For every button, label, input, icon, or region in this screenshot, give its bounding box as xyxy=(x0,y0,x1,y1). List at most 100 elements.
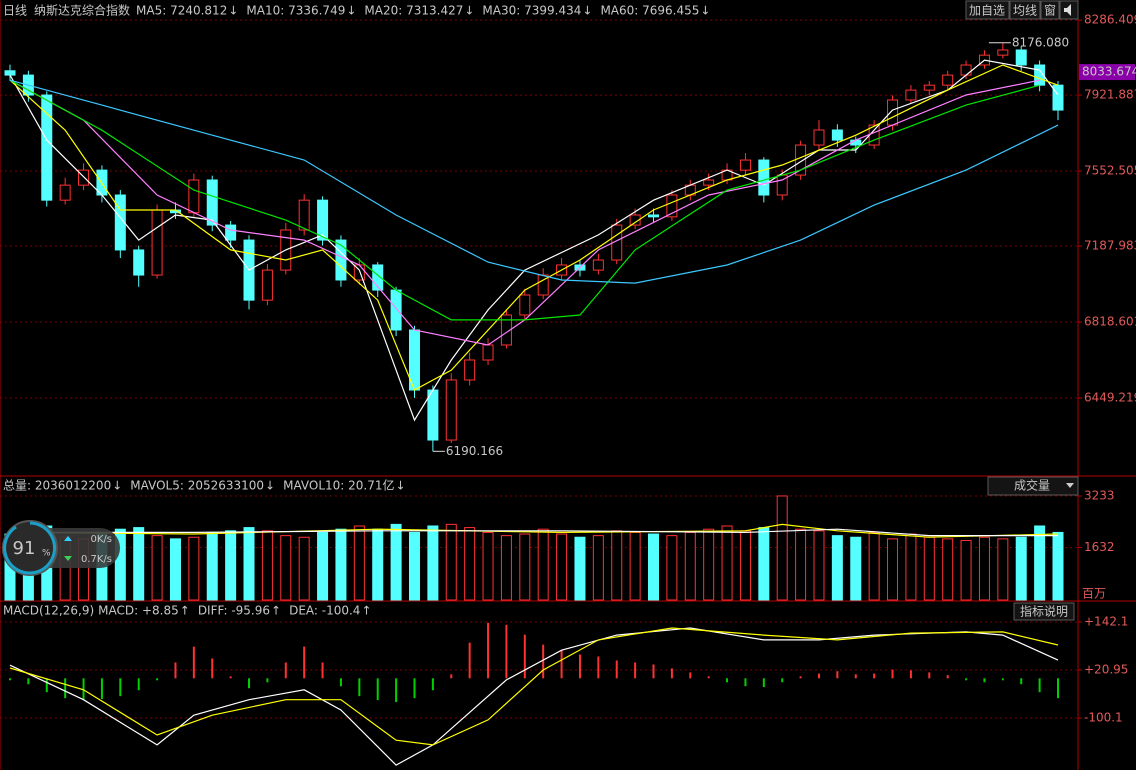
y-tick-label: -100.1 xyxy=(1084,710,1123,724)
button-label[interactable]: 均线 xyxy=(1013,4,1037,18)
download-speed: 0.7K/s xyxy=(81,554,112,565)
volume-bar xyxy=(390,523,402,601)
dropdown[interactable] xyxy=(987,476,1079,496)
candle-body xyxy=(464,359,476,381)
candle-body xyxy=(78,169,90,186)
legend-arrow: ↓ xyxy=(396,479,406,493)
volume-bar xyxy=(519,533,531,601)
widget-percent: 91 xyxy=(13,538,36,559)
low-annotation: 6190.166 xyxy=(446,444,503,458)
mavol-line xyxy=(10,528,1058,537)
candle-body xyxy=(960,64,972,76)
volume-bar xyxy=(648,533,660,601)
volume-bar xyxy=(1052,531,1064,601)
candle-body xyxy=(831,129,843,141)
candle-body xyxy=(739,159,751,171)
button[interactable] xyxy=(1009,0,1041,20)
volume-bar xyxy=(243,527,255,601)
volume-bar xyxy=(813,530,825,601)
index-name: 纳斯达克综合指数 xyxy=(34,3,130,18)
legend-arrow: ↓ xyxy=(265,479,275,493)
button-label[interactable]: 加自选 xyxy=(969,4,1005,18)
ma-line xyxy=(9,59,1059,422)
volume-bar xyxy=(317,531,329,601)
volume-bar xyxy=(721,525,733,601)
candle-body xyxy=(206,179,218,226)
widget-ring xyxy=(3,521,57,575)
candle-body xyxy=(592,259,604,271)
dropdown-arrow xyxy=(1066,483,1074,488)
candle-body xyxy=(59,184,71,201)
volume-bar xyxy=(923,536,935,601)
button[interactable] xyxy=(1040,0,1060,20)
volume-bar xyxy=(776,495,788,601)
legend-arrow: ↑ xyxy=(361,604,371,618)
sound-icon xyxy=(1064,4,1071,16)
upload-speed: 0K/s xyxy=(91,534,113,545)
ma-line xyxy=(9,64,1059,391)
volume-bar xyxy=(795,528,807,601)
candle-body xyxy=(1034,64,1046,86)
widget-percent-sign: % xyxy=(42,549,51,559)
y-tick-label: 7187.983 xyxy=(1084,239,1136,253)
volume-bar xyxy=(353,525,365,601)
volume-bar xyxy=(850,536,862,601)
volume-unit: 百万 xyxy=(1082,587,1106,601)
volume-bar xyxy=(666,535,678,601)
legend-arrow: ↓ xyxy=(346,4,356,18)
candle-body xyxy=(629,214,641,226)
candle-body xyxy=(445,379,457,441)
button-label[interactable]: 窗 xyxy=(1044,4,1056,18)
legend-label: 总量: 2036012200 xyxy=(3,479,111,493)
candle-body xyxy=(758,159,770,196)
candle-body xyxy=(666,194,678,218)
volume-bar xyxy=(556,533,568,601)
ma-line xyxy=(9,79,1040,346)
period-label: 日线 xyxy=(3,4,27,18)
button-label[interactable]: 指标说明 xyxy=(1020,604,1068,619)
candle-body xyxy=(482,344,494,361)
volume-bar xyxy=(960,539,972,601)
y-tick-label: 7552.505 xyxy=(1084,164,1136,178)
ma-line xyxy=(9,79,1059,284)
macd-name: MACD(12,26,9) xyxy=(3,604,94,618)
y-tick-label: 1632 xyxy=(1084,540,1115,554)
macd-line xyxy=(9,627,1059,766)
volume-bar xyxy=(335,528,347,601)
up-arrow-icon xyxy=(64,536,72,541)
candle-body xyxy=(1015,49,1027,66)
candle-body xyxy=(188,179,200,214)
candle-body xyxy=(335,239,347,281)
candle-body xyxy=(500,314,512,346)
speed-widget: 91 % 0K/s 0.7K/s xyxy=(2,520,120,576)
candle-body xyxy=(611,224,623,261)
legend-label: MAVOL10: 20.71亿 xyxy=(283,478,394,493)
volume-bar xyxy=(280,535,292,601)
volume-bar xyxy=(133,527,145,601)
dropdown-label[interactable]: 成交量 xyxy=(1014,478,1050,493)
volume-bar xyxy=(758,527,770,601)
legend-label: DIFF: -95.96 xyxy=(198,604,270,618)
candle-body xyxy=(261,269,273,301)
candle-body xyxy=(390,289,402,331)
volume-bar xyxy=(739,530,751,601)
button[interactable] xyxy=(965,0,1010,20)
volume-bar xyxy=(592,535,604,601)
candle-body xyxy=(372,264,384,291)
legend-arrow: ↓ xyxy=(582,4,592,18)
button[interactable] xyxy=(1013,602,1075,621)
candle-body xyxy=(133,249,145,276)
y-tick-label: 8286.409 xyxy=(1084,13,1136,27)
volume-bar xyxy=(500,535,512,601)
volume-bar xyxy=(997,538,1009,601)
candle-body xyxy=(813,129,825,146)
legend-arrow: ↓ xyxy=(228,4,238,18)
legend-label: MA10: 7336.749 xyxy=(246,4,345,18)
candle-body xyxy=(519,294,531,316)
volume-bar xyxy=(427,525,439,601)
y-tick-label: 6818.601 xyxy=(1084,315,1136,329)
volume-bar xyxy=(464,527,476,601)
y-tick-label: +142.1 xyxy=(1084,614,1128,628)
volume-bar xyxy=(298,536,310,601)
